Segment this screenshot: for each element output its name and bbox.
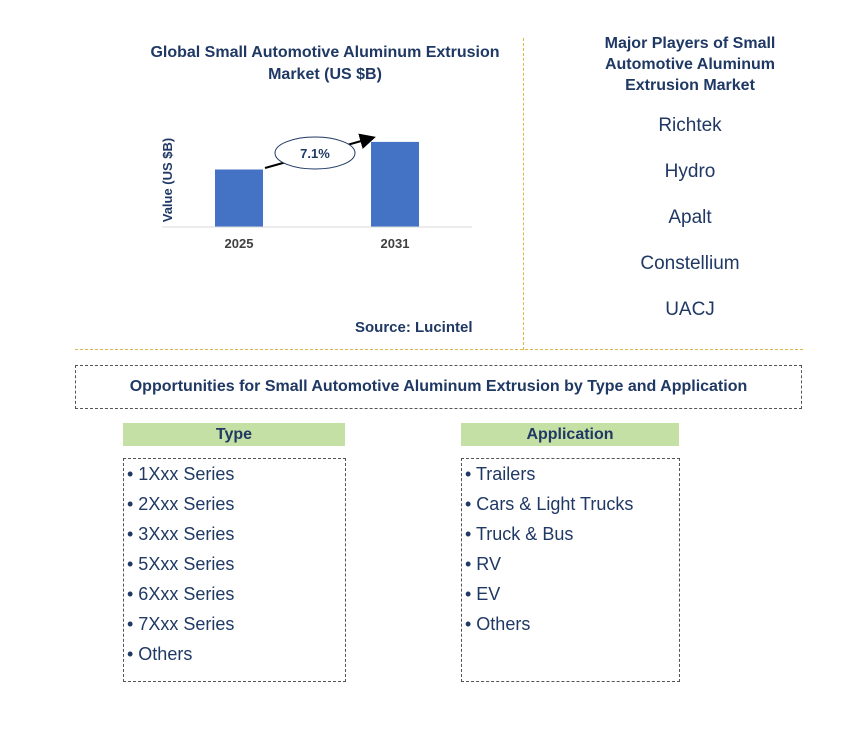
vertical-divider [523, 38, 524, 350]
type-item: • 3Xxx Series [127, 524, 235, 544]
y-axis-label: Value (US $B) [160, 138, 175, 223]
type-item: • 7Xxx Series [127, 614, 235, 634]
type-item: • Others [127, 644, 193, 664]
cagr-label: 7.1% [300, 146, 330, 161]
application-item: • Truck & Bus [465, 524, 574, 544]
player-item: UACJ [665, 299, 715, 320]
opportunities-title: Opportunities for Small Automotive Alumi… [75, 365, 802, 409]
application-item: • EV [465, 584, 501, 604]
player-item: Apalt [668, 207, 712, 228]
horizontal-divider [75, 349, 803, 350]
type-item: • 1Xxx Series [127, 464, 235, 484]
type-header: Type [123, 423, 345, 446]
x-tick-label: 2031 [381, 236, 410, 251]
source-label: Source: Lucintel [355, 319, 473, 336]
player-item: Richtek [658, 115, 722, 136]
application-item: • Cars & Light Trucks [465, 494, 634, 514]
players-list: Richtek Hydro Apalt Constellium UACJ [585, 112, 795, 342]
application-item: • Others [465, 614, 531, 634]
type-item: • 2Xxx Series [127, 494, 235, 514]
application-list: • Trailers • Cars & Light Trucks • Truck… [461, 458, 680, 682]
bar-chart: Value (US $B) 2025 2031 7.1% [160, 133, 472, 251]
type-list: • 1Xxx Series • 2Xxx Series • 3Xxx Serie… [123, 458, 346, 682]
player-item: Hydro [664, 161, 716, 182]
bar-2031 [371, 141, 419, 227]
x-tick-label: 2025 [225, 236, 254, 251]
player-item: Constellium [640, 253, 740, 274]
players-title: Major Players of Small Automotive Alumin… [604, 35, 776, 94]
application-item: • RV [465, 554, 501, 574]
type-item: • 5Xxx Series [127, 554, 235, 574]
chart-title: Global Small Automotive Aluminum Extrusi… [150, 44, 500, 83]
type-item: • 6Xxx Series [127, 584, 235, 604]
application-item: • Trailers [465, 464, 536, 484]
bar-2025 [215, 169, 263, 227]
application-header: Application [461, 423, 679, 446]
cagr-ellipse [274, 136, 356, 170]
